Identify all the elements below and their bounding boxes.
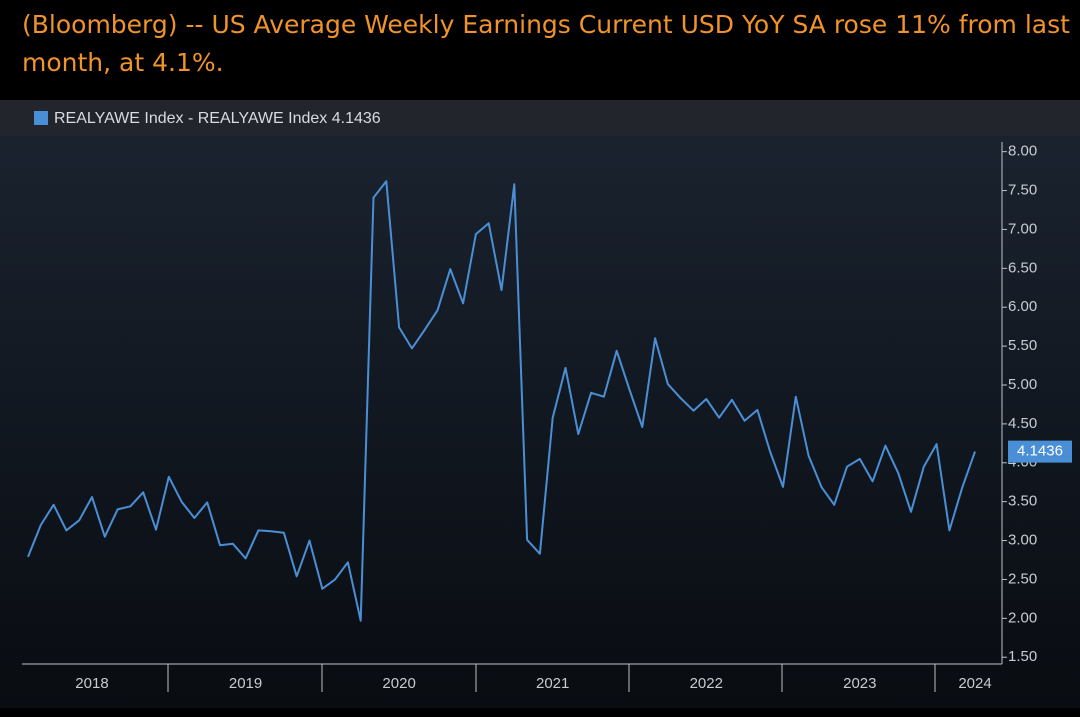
legend-name: REALYAWE Index - REALYAWE Index — [54, 110, 327, 127]
x-tick-label: 2023 — [843, 675, 876, 692]
x-tick-label: 2022 — [690, 675, 723, 692]
y-tick-label: 2.50 — [1008, 570, 1037, 587]
headline: (Bloomberg) -- US Average Weekly Earning… — [22, 10, 1070, 77]
legend-bar — [0, 100, 1080, 136]
y-tick-label: 8.00 — [1008, 143, 1037, 160]
y-tick-label: 7.00 — [1008, 220, 1037, 237]
y-tick-label: 5.00 — [1008, 376, 1037, 393]
panel — [0, 100, 1080, 708]
x-tick-label: 2018 — [75, 675, 108, 692]
legend-label: REALYAWE Index - REALYAWE Index 4.1436 — [54, 110, 381, 127]
legend-value: 4.1436 — [332, 110, 381, 127]
y-tick-label: 6.50 — [1008, 259, 1037, 276]
y-tick-label: 1.50 — [1008, 648, 1037, 665]
y-tick-label: 5.50 — [1008, 337, 1037, 354]
y-tick-label: 7.50 — [1008, 182, 1037, 199]
x-tick-label: 2019 — [229, 675, 262, 692]
last-value-flag — [1008, 440, 1072, 463]
last-value-label: 4.1436 — [1017, 443, 1063, 460]
y-tick-label: 4.50 — [1008, 415, 1037, 432]
year-dividers — [167, 664, 936, 692]
y-tick-label: 3.00 — [1008, 532, 1037, 549]
x-tick-label: 2020 — [382, 675, 415, 692]
y-tick-label: 6.00 — [1008, 298, 1037, 315]
y-tick-label: 2.00 — [1008, 609, 1037, 626]
y-tick-label: 3.50 — [1008, 493, 1037, 510]
x-tick-label: 2021 — [536, 675, 569, 692]
legend-swatch — [34, 111, 48, 125]
x-tick-label: 2024 — [958, 675, 991, 692]
series-line — [27, 180, 976, 622]
